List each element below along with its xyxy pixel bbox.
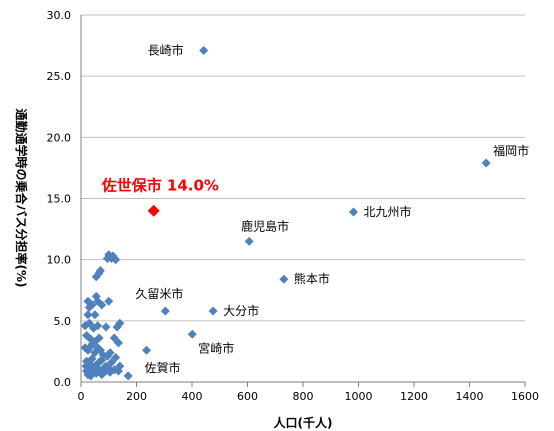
y-tick-label: 10.0 (47, 254, 72, 267)
y-tick-labels: 0.0 5.0 10.0 15.0 20.0 25.0 30.0 (47, 9, 72, 389)
data-point (97, 355, 107, 365)
data-point (94, 333, 104, 343)
highlight-data-point (147, 204, 160, 217)
axes (80, 15, 526, 387)
data-point (105, 348, 115, 358)
x-tick-label: 1000 (345, 390, 373, 403)
x-tick-label: 1600 (511, 390, 539, 403)
data-point (104, 250, 114, 260)
data-point (87, 300, 97, 310)
point-label: 熊本市 (294, 271, 330, 286)
point-label: 久留米市 (135, 286, 183, 301)
data-point (87, 354, 97, 364)
point-label: 北九州市 (364, 204, 412, 219)
data-point (111, 255, 121, 265)
data-points (80, 45, 491, 381)
data-point (115, 361, 125, 371)
data-point (111, 353, 121, 363)
data-point (88, 362, 98, 372)
data-point (104, 296, 114, 306)
data-point (93, 321, 103, 331)
x-tick-label: 600 (237, 390, 258, 403)
data-point (95, 266, 105, 276)
labeled-data-point (481, 158, 491, 168)
labeled-data-point (160, 306, 170, 316)
labeled-data-point (208, 306, 218, 316)
data-point (86, 342, 96, 352)
data-point (109, 333, 119, 343)
y-tick-label: 20.0 (47, 131, 72, 144)
x-tick-labels: 0 200 400 600 800 1000 1200 1400 1600 (78, 390, 540, 403)
data-point (101, 322, 111, 332)
x-tick-label: 0 (78, 390, 85, 403)
point-label: 佐賀市 (144, 360, 180, 375)
labeled-data-point (141, 345, 151, 355)
y-tick-label: 30.0 (47, 9, 72, 22)
point-label: 宮崎市 (198, 340, 234, 355)
data-point (90, 310, 100, 320)
y-tick-label: 25.0 (47, 70, 72, 83)
data-point (97, 300, 107, 310)
x-tick-label: 400 (182, 390, 203, 403)
y-axis-label: 通勤通学時の乗合バス分担率(%) (14, 109, 29, 288)
gridlines (81, 14, 525, 322)
data-point (84, 318, 94, 328)
labeled-data-point (244, 236, 254, 246)
labeled-data-point (349, 207, 359, 217)
y-tick-label: 5.0 (54, 315, 72, 328)
data-point (113, 338, 123, 348)
point-label: 福岡市 (493, 143, 529, 158)
highlight-label: 佐世保市 14.0% (101, 177, 219, 195)
labeled-data-point (199, 45, 209, 55)
point-label: 長崎市 (148, 42, 184, 57)
data-point (100, 362, 110, 372)
data-point (81, 361, 91, 371)
point-label: 大分市 (223, 303, 259, 318)
y-tick-label: 15.0 (47, 193, 72, 206)
labeled-data-point (187, 329, 197, 339)
x-tick-label: 1200 (400, 390, 428, 403)
x-tick-label: 800 (293, 390, 314, 403)
x-tick-label: 200 (126, 390, 147, 403)
x-tick-label: 1400 (456, 390, 484, 403)
point-label: 鹿児島市 (241, 218, 289, 233)
data-point (123, 371, 133, 381)
y-tick-label: 0.0 (54, 376, 72, 389)
data-point (115, 318, 125, 328)
x-axis-label: 人口(千人) (274, 415, 333, 430)
labeled-data-point (279, 274, 289, 284)
data-point (83, 310, 93, 320)
